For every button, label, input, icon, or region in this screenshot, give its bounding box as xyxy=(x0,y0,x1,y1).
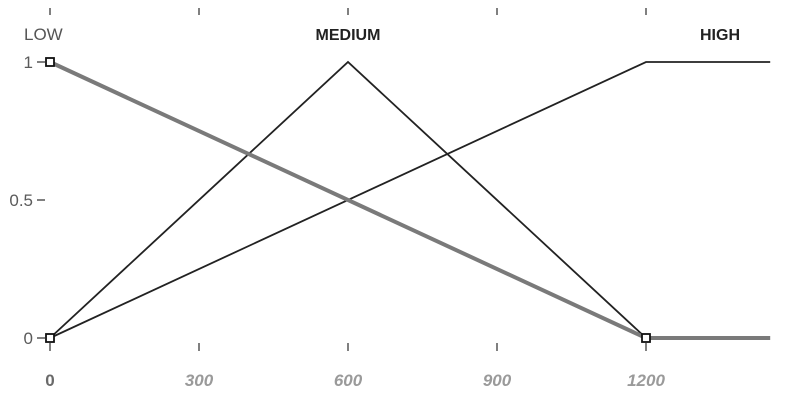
series-label-high: HIGH xyxy=(700,27,740,44)
vertex-marker-2 xyxy=(45,333,55,343)
tick-marks xyxy=(37,8,647,351)
series-line-medium xyxy=(49,60,647,339)
vertex-marker-1 xyxy=(641,333,651,343)
x-tick-label-600: 600 xyxy=(334,371,363,390)
series-line-high xyxy=(49,61,771,339)
x-tick-label-300: 300 xyxy=(185,371,214,390)
x-tick-labels: 0 300 600 900 1200 xyxy=(45,371,665,390)
y-tick-label-0-5: 0.5 xyxy=(9,191,33,210)
x-tick-label-900: 900 xyxy=(483,371,512,390)
x-tick-label-0: 0 xyxy=(45,371,54,390)
series-label-medium: MEDIUM xyxy=(316,27,381,44)
x-tick-label-1200: 1200 xyxy=(627,371,665,390)
vertex-markers xyxy=(45,57,651,343)
plot-area xyxy=(50,15,792,343)
y-tick-label-0: 0 xyxy=(24,329,33,348)
y-tick-labels: 00.51 xyxy=(9,53,33,348)
y-tick-label-1: 1 xyxy=(24,53,33,72)
vertex-marker-0 xyxy=(45,57,55,67)
series-labels: LOW MEDIUM HIGH xyxy=(24,25,740,44)
series-label-low: LOW xyxy=(24,25,63,44)
